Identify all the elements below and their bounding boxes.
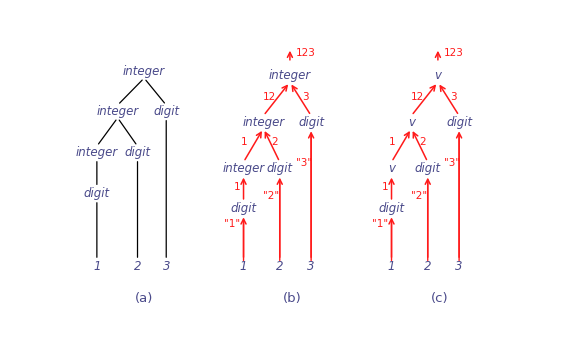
Text: "1": "1" xyxy=(372,219,388,229)
Text: 1: 1 xyxy=(240,260,247,273)
Text: 2: 2 xyxy=(276,260,283,273)
Text: (b): (b) xyxy=(283,292,302,305)
Text: v: v xyxy=(408,116,415,129)
Text: (c): (c) xyxy=(431,292,449,305)
Text: 2: 2 xyxy=(420,138,426,148)
Text: 1: 1 xyxy=(389,138,396,148)
Text: digit: digit xyxy=(124,146,150,159)
Text: 12: 12 xyxy=(410,92,424,102)
Text: 1: 1 xyxy=(234,183,240,193)
Text: 3: 3 xyxy=(455,260,463,273)
Text: 2: 2 xyxy=(271,138,278,148)
Text: integer: integer xyxy=(242,116,284,129)
Text: 123: 123 xyxy=(296,48,316,58)
Text: 2: 2 xyxy=(424,260,431,273)
Text: 1: 1 xyxy=(93,260,101,273)
Text: 1: 1 xyxy=(388,260,395,273)
Text: digit: digit xyxy=(84,187,110,200)
Text: v: v xyxy=(434,69,441,82)
Text: integer: integer xyxy=(76,146,118,159)
Text: integer: integer xyxy=(123,65,165,78)
Text: digit: digit xyxy=(153,105,180,118)
Text: 1: 1 xyxy=(241,138,248,148)
Text: digit: digit xyxy=(378,202,405,215)
Text: v: v xyxy=(388,162,395,175)
Text: 3: 3 xyxy=(450,92,457,102)
Text: integer: integer xyxy=(96,105,139,118)
Text: "2": "2" xyxy=(411,191,427,201)
Text: 3: 3 xyxy=(307,260,315,273)
Text: integer: integer xyxy=(222,162,264,175)
Text: digit: digit xyxy=(415,162,441,175)
Text: (a): (a) xyxy=(135,292,153,305)
Text: 1: 1 xyxy=(381,183,388,193)
Text: integer: integer xyxy=(269,69,311,82)
Text: "3": "3" xyxy=(444,158,460,168)
Text: "3": "3" xyxy=(296,158,312,168)
Text: digit: digit xyxy=(267,162,293,175)
Text: 12: 12 xyxy=(263,92,276,102)
Text: 3: 3 xyxy=(303,92,309,102)
Text: digit: digit xyxy=(230,202,256,215)
Text: "1": "1" xyxy=(223,219,239,229)
Text: digit: digit xyxy=(298,116,324,129)
Text: 2: 2 xyxy=(134,260,141,273)
Text: 3: 3 xyxy=(162,260,170,273)
Text: digit: digit xyxy=(446,116,472,129)
Text: 123: 123 xyxy=(443,48,463,58)
Text: "2": "2" xyxy=(263,191,279,201)
